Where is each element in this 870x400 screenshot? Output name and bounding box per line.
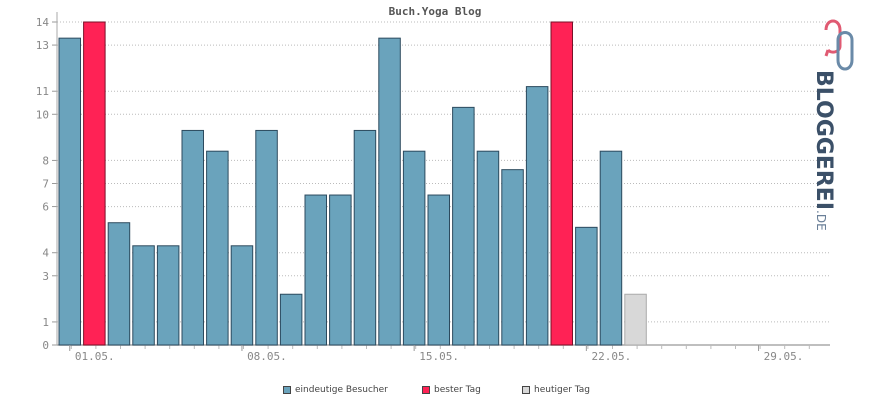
legend-swatch-today bbox=[522, 386, 530, 394]
bar-unique-visitors bbox=[378, 37, 401, 346]
legend-swatch-unique-visitors bbox=[283, 386, 291, 394]
y-tick-label: 8 bbox=[42, 154, 49, 167]
bar-unique-visitors bbox=[329, 194, 352, 346]
bar-unique-visitors bbox=[452, 106, 475, 346]
bar-today bbox=[624, 293, 647, 346]
bar-unique-visitors bbox=[599, 150, 623, 346]
legend-item-best-day: bester Tag bbox=[422, 385, 481, 395]
legend-label-unique-visitors: eindeutige Besucher bbox=[295, 385, 388, 395]
bar-unique-visitors bbox=[181, 129, 204, 346]
chart-legend: eindeutige Besucher bester Tag heutiger … bbox=[0, 385, 870, 399]
bloggerei-brand-tld: .DE bbox=[814, 210, 828, 231]
legend-swatch-best-day bbox=[422, 386, 430, 394]
x-tick-label: 01.05. bbox=[75, 350, 115, 363]
legend-item-today: heutiger Tag bbox=[522, 385, 590, 395]
bar-unique-visitors bbox=[353, 129, 377, 346]
bar-unique-visitors bbox=[58, 37, 81, 346]
bar-unique-visitors bbox=[402, 150, 426, 346]
bar-unique-visitors bbox=[255, 129, 278, 346]
bar-unique-visitors bbox=[206, 150, 229, 346]
bar-unique-visitors bbox=[230, 245, 254, 346]
y-tick-label: 14 bbox=[36, 16, 50, 29]
legend-label-best-day: bester Tag bbox=[434, 385, 481, 395]
bloggerei-wordmark: BLOGGEREI.DE bbox=[811, 70, 836, 231]
bar-unique-visitors bbox=[132, 245, 155, 346]
x-tick-label: 29.05. bbox=[764, 350, 804, 363]
y-tick-label: 3 bbox=[42, 270, 49, 283]
bar-best-day bbox=[550, 21, 573, 346]
bar-unique-visitors bbox=[107, 222, 131, 346]
chart-title: Buch.Yoga Blog bbox=[388, 5, 482, 18]
legend-item-unique-visitors: eindeutige Besucher bbox=[283, 385, 388, 395]
legend-label-today: heutiger Tag bbox=[534, 385, 591, 395]
bar-best-day bbox=[83, 21, 106, 346]
x-tick-label: 22.05. bbox=[591, 350, 631, 363]
bar-unique-visitors bbox=[501, 169, 524, 346]
y-tick-label: 10 bbox=[36, 108, 49, 121]
y-tick-label: 6 bbox=[42, 201, 49, 214]
bar-unique-visitors bbox=[304, 194, 327, 346]
bar-unique-visitors bbox=[156, 245, 180, 346]
bar-unique-visitors bbox=[427, 194, 450, 346]
y-tick-label: 13 bbox=[36, 39, 49, 52]
y-tick-label: 7 bbox=[42, 178, 49, 191]
y-tick-label: 1 bbox=[42, 316, 49, 329]
bar-unique-visitors bbox=[476, 150, 500, 346]
x-tick-label: 08.05. bbox=[247, 350, 287, 363]
y-tick-label: 4 bbox=[42, 247, 49, 260]
x-tick-label: 15.05. bbox=[419, 350, 459, 363]
y-tick-label: 11 bbox=[36, 85, 49, 98]
bar-unique-visitors bbox=[525, 86, 549, 346]
bloggerei-logo-icon bbox=[824, 19, 854, 71]
bar-unique-visitors bbox=[279, 293, 303, 346]
bloggerei-brand-name: BLOGGEREI bbox=[811, 70, 836, 211]
bar-unique-visitors bbox=[575, 226, 598, 346]
y-tick-label: 0 bbox=[42, 339, 49, 352]
